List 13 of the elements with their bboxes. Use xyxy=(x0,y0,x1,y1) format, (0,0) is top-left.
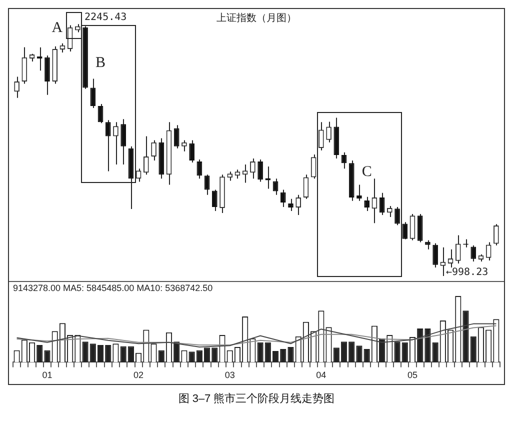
chart-title: 上证指数（月图） xyxy=(216,13,296,24)
x-tick-label: 03 xyxy=(224,370,235,380)
annotation: A xyxy=(50,19,64,38)
text: 2245.43 xyxy=(84,12,127,24)
annotation: B xyxy=(94,54,106,72)
x-tick-label: 05 xyxy=(407,370,418,380)
x-tick-label: 04 xyxy=(316,370,326,380)
caption: 图 3–7 熊市三个阶段月线走势图 xyxy=(177,392,336,406)
x-tick-label: 01 xyxy=(42,370,52,380)
x-tick-label: 02 xyxy=(134,370,144,380)
annotation: ←998.23 xyxy=(446,266,488,279)
annotation: C xyxy=(360,163,373,182)
chart-subtitle: 9143278.00 MA5: 5845485.00 MA10: 5368742.50 xyxy=(12,282,214,294)
